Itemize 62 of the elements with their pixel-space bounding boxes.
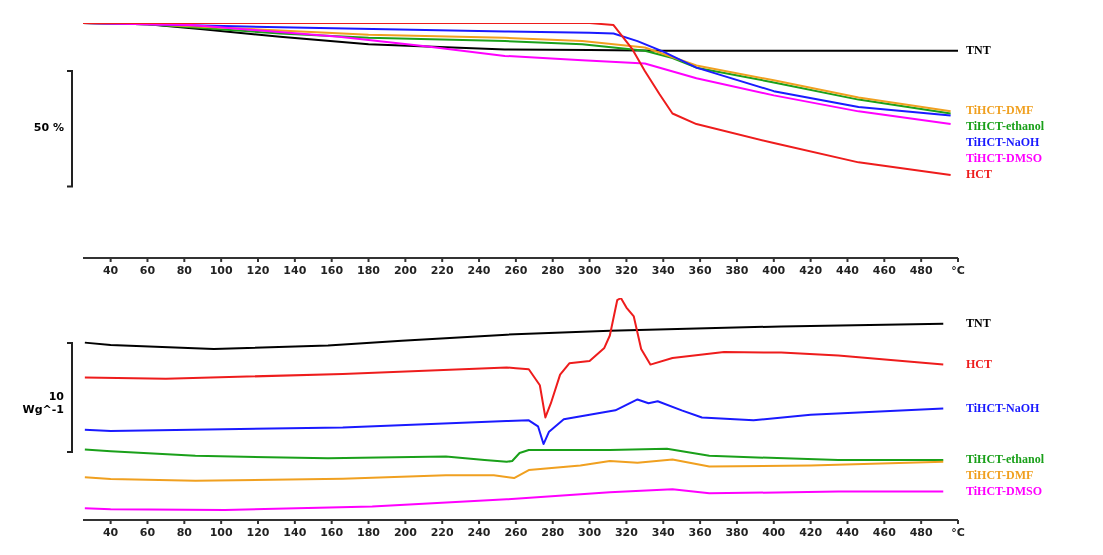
x-tick-label: 280 bbox=[541, 264, 565, 277]
series-label: TNT bbox=[966, 42, 991, 58]
y-axis-title: 10 Wg^-1 bbox=[21, 389, 64, 416]
x-tick-label: 360 bbox=[688, 264, 712, 277]
x-tick-label: 220 bbox=[430, 264, 455, 277]
x-tick-label: 440 bbox=[835, 526, 860, 539]
x-tick-label: 80 bbox=[176, 264, 193, 277]
x-tick-label: 40 bbox=[102, 526, 119, 539]
x-tick-label: 160 bbox=[320, 526, 344, 539]
x-tick-label: 280 bbox=[541, 526, 565, 539]
x-tick-label: 100 bbox=[209, 264, 233, 277]
y-axis-title: 50 % bbox=[32, 120, 64, 134]
x-tick-label: 260 bbox=[504, 526, 528, 539]
x-tick-label: 340 bbox=[651, 264, 676, 277]
x-tick-label: °C bbox=[951, 264, 965, 277]
series-label: HCT bbox=[966, 167, 993, 183]
x-tick-label: 160 bbox=[320, 264, 344, 277]
series-label: TiHCT-DMF bbox=[966, 468, 1034, 484]
x-tick-label: 240 bbox=[467, 264, 491, 277]
x-tick-label: °C bbox=[951, 526, 965, 539]
series-label: TNT bbox=[966, 315, 991, 331]
x-tick-label: 200 bbox=[393, 264, 418, 277]
x-tick-label: 300 bbox=[578, 526, 602, 539]
x-tick-label: 140 bbox=[283, 264, 307, 277]
x-tick-label: 80 bbox=[176, 526, 193, 539]
x-tick-label: 320 bbox=[614, 264, 639, 277]
x-tick-label: 200 bbox=[393, 526, 418, 539]
x-tick-label: 440 bbox=[835, 264, 860, 277]
x-tick-label: 380 bbox=[725, 264, 749, 277]
x-tick-label: 400 bbox=[762, 264, 786, 277]
x-tick-label: 180 bbox=[357, 264, 381, 277]
x-tick-label: 400 bbox=[762, 526, 786, 539]
x-tick-label: 100 bbox=[209, 526, 233, 539]
x-tick-label: 300 bbox=[578, 264, 602, 277]
x-tick-label: 220 bbox=[430, 526, 455, 539]
x-tick-label: 420 bbox=[799, 264, 823, 277]
text: TiHCT-DMSO bbox=[966, 151, 1043, 167]
x-tick-label: 260 bbox=[504, 264, 528, 277]
x-tick-label: 60 bbox=[139, 526, 156, 539]
x-tick-label: 340 bbox=[651, 526, 676, 539]
x-tick-label: 120 bbox=[246, 264, 270, 277]
series-label: TiHCT-DMSO bbox=[966, 484, 1043, 500]
x-tick-label: 420 bbox=[799, 526, 823, 539]
x-tick-label: 380 bbox=[725, 526, 749, 539]
x-tick-label: 240 bbox=[467, 526, 491, 539]
series-label: HCT bbox=[966, 356, 993, 372]
x-tick-label: 320 bbox=[614, 526, 639, 539]
x-tick-label: 480 bbox=[909, 526, 933, 539]
x-tick-label: 60 bbox=[139, 264, 156, 277]
x-tick-label: 40 bbox=[102, 264, 119, 277]
x-tick-label: 460 bbox=[872, 526, 897, 539]
series-label: TiHCT-NaOH bbox=[966, 400, 1040, 416]
series-label: TiHCT-ethanol bbox=[966, 452, 1045, 468]
x-tick-label: 360 bbox=[688, 526, 712, 539]
x-tick-label: 180 bbox=[357, 526, 381, 539]
x-tick-label: 480 bbox=[909, 264, 933, 277]
text: TiHCT-NaOH bbox=[966, 135, 1040, 151]
x-tick-label: 460 bbox=[872, 264, 897, 277]
x-tick-label: 120 bbox=[246, 526, 270, 539]
series-label: TiHCT-ethanol bbox=[966, 119, 1045, 135]
series-label: TiHCT-DMF bbox=[966, 103, 1034, 119]
x-tick-label: 140 bbox=[283, 526, 307, 539]
